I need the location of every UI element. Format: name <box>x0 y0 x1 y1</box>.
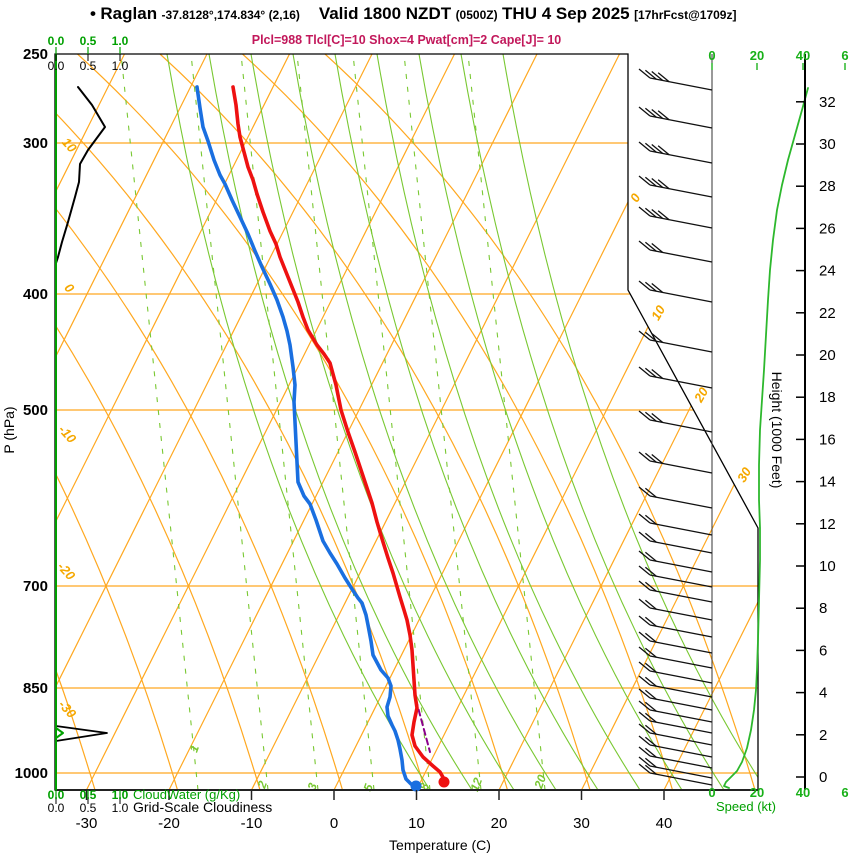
svg-text:28: 28 <box>819 178 836 195</box>
svg-text:32: 32 <box>819 94 836 111</box>
svg-text:0: 0 <box>627 190 644 204</box>
svg-text:0.5: 0.5 <box>80 59 97 73</box>
svg-text:1: 1 <box>187 743 203 754</box>
svg-text:-20: -20 <box>54 559 78 584</box>
svg-text:20: 20 <box>491 815 508 832</box>
svg-text:0.0: 0.0 <box>48 59 65 73</box>
svg-text:6: 6 <box>819 642 827 659</box>
svg-text:1.0: 1.0 <box>112 788 129 802</box>
svg-text:8: 8 <box>417 781 433 792</box>
wind-barbs <box>638 54 713 790</box>
svg-text:-20: -20 <box>158 815 180 832</box>
forecast-run: [17hrFcst@1709z] <box>634 8 737 22</box>
svg-text:24: 24 <box>819 263 836 280</box>
svg-text:16: 16 <box>819 431 836 448</box>
svg-text:1000: 1000 <box>15 765 48 782</box>
pressure-axis: 250 300 400 500 700 850 1000 P (hPa) <box>1 46 48 782</box>
speed-profile <box>723 87 809 789</box>
svg-text:500: 500 <box>23 402 48 419</box>
svg-text:18: 18 <box>819 389 836 406</box>
svg-text:0.5: 0.5 <box>80 788 97 802</box>
svg-text:30: 30 <box>819 136 836 153</box>
svg-text:5: 5 <box>361 782 377 793</box>
cloud-profiles <box>55 54 108 790</box>
station-bullet: • <box>90 4 96 23</box>
svg-text:8: 8 <box>819 600 827 617</box>
svg-text:0.0: 0.0 <box>48 34 65 48</box>
svg-text:3: 3 <box>305 781 321 792</box>
plot-border <box>54 53 759 791</box>
svg-text:0: 0 <box>330 815 338 832</box>
svg-text:P (hPa): P (hPa) <box>1 406 17 453</box>
svg-text:20: 20 <box>531 773 549 792</box>
valid-date: THU 4 Sep 2025 <box>502 4 630 23</box>
svg-text:12: 12 <box>467 776 485 794</box>
utc-time: (0500Z) <box>455 8 498 22</box>
svg-text:6: 6 <box>841 785 848 800</box>
svg-text:20: 20 <box>750 48 764 63</box>
svg-text:0.5: 0.5 <box>80 34 97 48</box>
svg-text:Grid-Scale Cloudiness: Grid-Scale Cloudiness <box>133 799 272 815</box>
svg-text:4: 4 <box>819 685 827 702</box>
svg-text:CloudWater (g/Kg): CloudWater (g/Kg) <box>133 787 240 802</box>
svg-text:-10: -10 <box>55 422 79 447</box>
svg-text:20: 20 <box>690 384 711 406</box>
temperature-axis: -30 -20 -10 0 10 20 30 40 Temperature (C) <box>76 790 673 853</box>
cloud-scales: 0.00.00.00.00.50.50.50.51.01.01.01.0Clou… <box>48 34 273 815</box>
svg-text:0: 0 <box>819 769 827 786</box>
svg-text:-10: -10 <box>241 815 263 832</box>
svg-text:0.0: 0.0 <box>48 788 65 802</box>
svg-text:40: 40 <box>796 785 810 800</box>
svg-text:10: 10 <box>819 558 836 575</box>
svg-text:Height (1000 Feet): Height (1000 Feet) <box>769 372 785 489</box>
svg-text:2: 2 <box>819 727 827 744</box>
svg-text:10: 10 <box>648 302 669 323</box>
svg-text:20: 20 <box>819 347 836 364</box>
svg-text:0: 0 <box>708 785 715 800</box>
svg-text:40: 40 <box>656 815 673 832</box>
svg-text:40: 40 <box>796 48 810 63</box>
svg-text:10: 10 <box>59 135 80 156</box>
svg-text:1.0: 1.0 <box>112 34 129 48</box>
svg-text:26: 26 <box>819 220 836 237</box>
stability-indices: Plcl=988 Tlcl[C]=10 Shox=4 Pwat[cm]=2 Ca… <box>251 33 562 47</box>
station-coords: -37.8128°,174.834° (2,16) <box>161 8 300 22</box>
svg-text:Speed (kt): Speed (kt) <box>716 799 776 814</box>
valid-time: Valid 1800 NZDT <box>318 4 452 23</box>
svg-text:850: 850 <box>23 680 48 697</box>
svg-text:-30: -30 <box>76 815 98 832</box>
background-grid <box>55 54 758 790</box>
svg-text:22: 22 <box>819 305 836 322</box>
svg-text:12: 12 <box>819 516 836 533</box>
svg-text:1.0: 1.0 <box>112 59 129 73</box>
svg-text:0: 0 <box>708 48 715 63</box>
svg-text:0.5: 0.5 <box>80 801 97 815</box>
svg-text:-30: -30 <box>55 697 79 722</box>
svg-text:6: 6 <box>841 48 848 63</box>
sounding-curves <box>195 85 450 792</box>
svg-text:30: 30 <box>734 464 755 485</box>
svg-text:20: 20 <box>750 785 764 800</box>
svg-text:30: 30 <box>573 815 590 832</box>
station-name: Raglan <box>100 4 158 23</box>
svg-text:Temperature (C): Temperature (C) <box>389 837 491 853</box>
svg-text:300: 300 <box>23 135 48 152</box>
svg-text:250: 250 <box>23 46 48 63</box>
svg-text:0.0: 0.0 <box>48 801 65 815</box>
svg-text:700: 700 <box>23 578 48 595</box>
svg-text:10: 10 <box>408 815 425 832</box>
svg-text:400: 400 <box>23 286 48 303</box>
svg-text:14: 14 <box>819 474 836 491</box>
svg-text:1.0: 1.0 <box>112 801 129 815</box>
